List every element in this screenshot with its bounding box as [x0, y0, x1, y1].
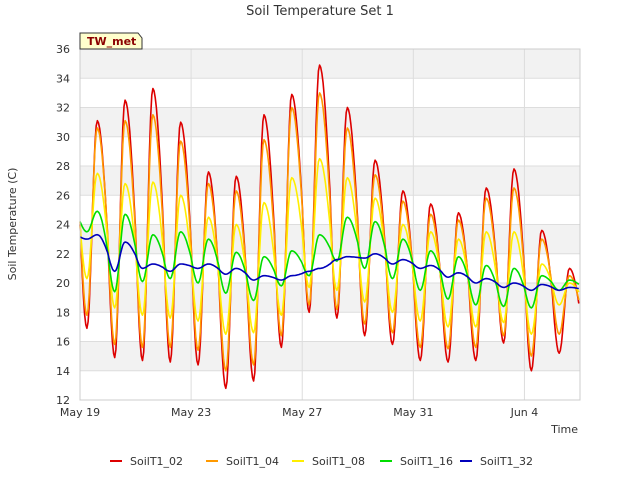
legend-label: SoilT1_32: [480, 455, 533, 468]
y-tick-label: 22: [56, 248, 70, 261]
legend-label: SoilT1_04: [226, 455, 279, 468]
y-tick-label: 20: [56, 277, 70, 290]
y-tick-label: 24: [56, 219, 70, 232]
plot-band: [80, 49, 580, 79]
chart-title: Soil Temperature Set 1: [246, 4, 394, 19]
y-axis-ticks: 12 14 16 18 20 22 24 26 28 30 32 34 36: [56, 43, 70, 407]
y-axis-label: Soil Temperature (C): [6, 168, 19, 281]
site-tag-label: TW_met: [87, 35, 136, 48]
y-tick-label: 18: [56, 306, 70, 319]
x-tick-label: Jun 4: [510, 406, 539, 419]
site-tag-box: [79, 32, 143, 50]
x-axis-label: Time: [550, 423, 578, 436]
legend-label: SoilT1_16: [400, 455, 453, 468]
plot-band: [80, 107, 580, 137]
x-tick-label: May 27: [282, 406, 322, 419]
series-lines: [79, 64, 580, 390]
legend-label: SoilT1_08: [312, 455, 365, 468]
y-tick-label: 14: [56, 365, 70, 378]
y-tick-label: 26: [56, 189, 70, 202]
y-tick-label: 28: [56, 160, 70, 173]
y-tick-label: 32: [56, 102, 70, 115]
series-line: [79, 233, 579, 292]
site-tag: TW_met: [79, 32, 143, 50]
y-tick-label: 30: [56, 131, 70, 144]
y-tick-label: 12: [56, 394, 70, 407]
legend-label: SoilT1_02: [130, 455, 183, 468]
series-line: [79, 92, 580, 372]
y-tick-label: 36: [56, 43, 70, 56]
x-tick-label: May 23: [171, 406, 211, 419]
legend: SoilT1_02 SoilT1_04 SoilT1_08 SoilT1_16 Soil…: [110, 455, 533, 468]
x-tick-label: May 31: [393, 406, 433, 419]
y-tick-label: 34: [56, 72, 70, 85]
plot-frame: [79, 48, 581, 401]
series-line: [79, 157, 580, 335]
x-tick-label: May 19: [60, 406, 100, 419]
plot-band: [80, 341, 580, 371]
x-axis-ticks: May 19 May 23 May 27 May 31 Jun 4: [60, 406, 538, 419]
y-tick-label: 16: [56, 336, 70, 349]
